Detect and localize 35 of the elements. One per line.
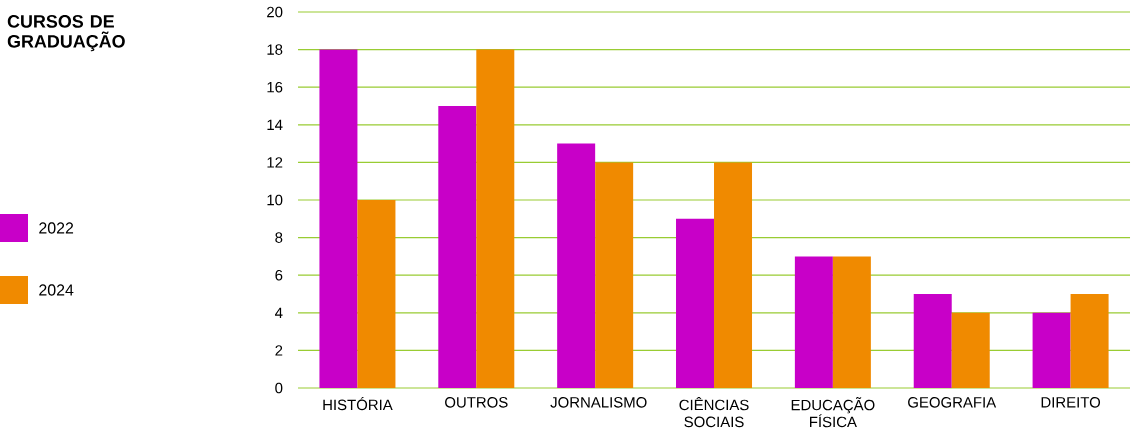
bar bbox=[676, 218, 715, 388]
bar bbox=[557, 143, 596, 388]
text: CURSOS DE GRADUAÇÃO bbox=[7, 15, 125, 52]
y-tick-label: 16 bbox=[267, 81, 283, 93]
bar bbox=[951, 312, 990, 388]
x-tick-label: GEOGRAFIA bbox=[908, 397, 997, 408]
bar bbox=[357, 200, 396, 388]
bar bbox=[714, 162, 753, 388]
x-tick-label: OUTROS bbox=[445, 397, 508, 408]
y-tick-label: 14 bbox=[267, 119, 283, 130]
legend-label: 2022 bbox=[39, 222, 74, 234]
bar bbox=[319, 49, 358, 388]
y-tick-label: 10 bbox=[267, 194, 283, 206]
bar bbox=[832, 256, 871, 388]
y-tick-label: 0 bbox=[275, 382, 283, 394]
bar bbox=[595, 162, 634, 388]
bar bbox=[913, 294, 952, 388]
x-tick-label: CIÊNCIAS SOCIAIS bbox=[679, 397, 749, 428]
y-tick-label: 12 bbox=[267, 157, 283, 168]
y-tick-label: 8 bbox=[275, 232, 283, 243]
legend-label: 2024 bbox=[39, 284, 74, 296]
x-tick-label: HISTÓRIA bbox=[323, 397, 393, 411]
bar bbox=[1032, 312, 1071, 388]
y-tick-label: 4 bbox=[275, 307, 283, 318]
x-tick-label: JORNALISMO bbox=[550, 397, 647, 408]
y-tick-label: 6 bbox=[275, 269, 283, 281]
bar bbox=[438, 106, 477, 388]
y-tick-label: 2 bbox=[275, 345, 283, 356]
bar bbox=[1070, 294, 1109, 388]
bar bbox=[476, 49, 515, 388]
y-tick-label: 20 bbox=[267, 6, 283, 18]
y-tick-label: 18 bbox=[267, 44, 283, 55]
x-tick-label: DIREITO bbox=[1041, 397, 1101, 408]
x-tick-label: EDUCAÇÃO FÍSICA bbox=[791, 397, 875, 428]
bar bbox=[794, 256, 833, 388]
